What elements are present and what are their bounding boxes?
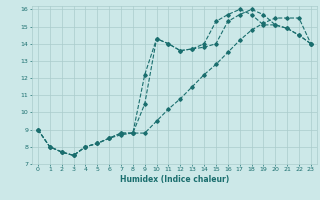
X-axis label: Humidex (Indice chaleur): Humidex (Indice chaleur) [120,175,229,184]
